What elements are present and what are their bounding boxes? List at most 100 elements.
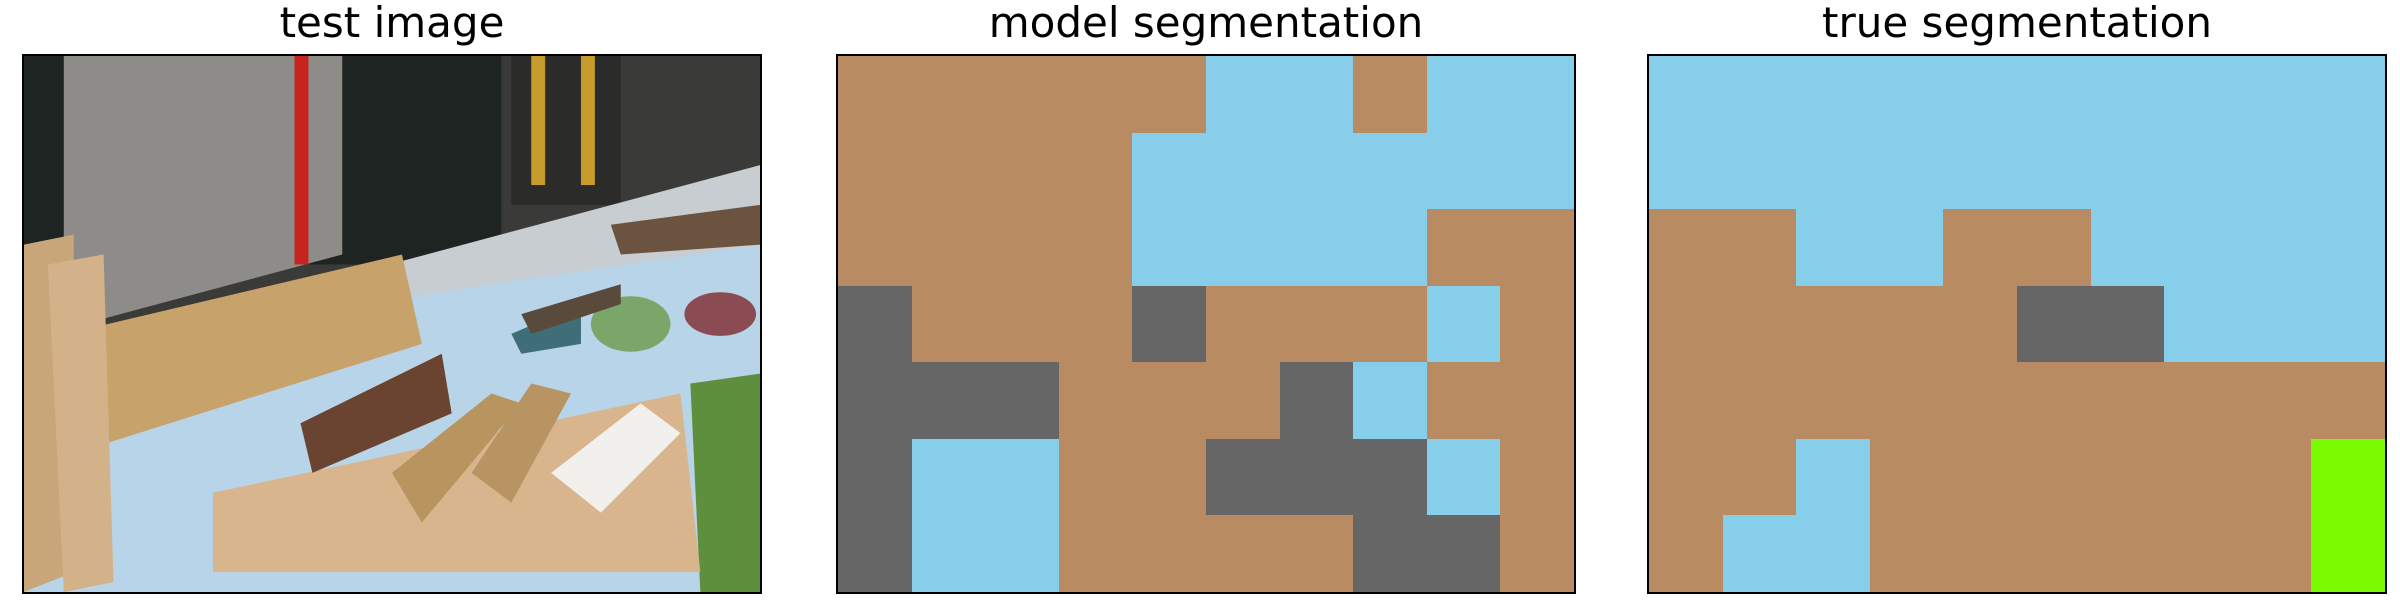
model-cell-tan [1205, 285, 1280, 363]
truth-cell-sky [2237, 132, 2312, 210]
truth-cell-sky [2090, 209, 2165, 286]
truth-cell-tan [1649, 209, 1723, 286]
model-cell-sky [1279, 132, 1354, 210]
true-segmentation-grid [1649, 56, 2385, 592]
truth-cell-sky [2164, 209, 2238, 286]
model-cell-tan [1132, 515, 1206, 592]
model-cell-gray [838, 515, 912, 592]
truth-cell-tan [1869, 285, 1944, 363]
truth-cell-sky [1943, 132, 2017, 210]
truth-cell-tan [2090, 362, 2165, 439]
model-cell-tan [1058, 362, 1133, 439]
truth-cell-tan [2237, 515, 2312, 592]
model-cell-tan [1132, 362, 1206, 439]
machine-post-left [531, 56, 546, 186]
truth-cell-tan [2164, 438, 2238, 516]
truth-cell-tan [1722, 285, 1797, 363]
model-cell-tan [911, 132, 986, 210]
truth-cell-lime [2311, 438, 2385, 516]
truth-cell-tan [2164, 362, 2238, 439]
truth-cell-tan [2016, 209, 2091, 286]
truth-cell-tan [1649, 515, 1723, 592]
model-cell-tan [1058, 285, 1133, 363]
truth-cell-tan [1722, 362, 1797, 439]
model-cell-sky [1426, 132, 1501, 210]
test-image-title: test image [279, 0, 505, 47]
model-cell-sky [985, 438, 1059, 516]
model-cell-tan [1500, 209, 1574, 286]
truth-cell-gray [2016, 285, 2091, 363]
model-cell-tan [1426, 362, 1501, 439]
model-cell-gray [838, 362, 912, 439]
model-cell-tan [838, 56, 912, 133]
model-segmentation-panel: model segmentation [836, 0, 1576, 600]
model-cell-gray [1205, 438, 1280, 516]
truth-cell-sky [1869, 132, 1944, 210]
short-block-left [392, 393, 522, 523]
model-cell-sky [1279, 209, 1354, 286]
truth-cell-sky [1796, 438, 1870, 516]
truth-cell-sky [1796, 515, 1870, 592]
truth-cell-sky [2311, 56, 2385, 133]
truth-cell-sky [2237, 285, 2312, 363]
white-bar [551, 403, 681, 513]
truth-cell-sky [1869, 209, 1944, 286]
truth-cell-sky [1649, 132, 1723, 210]
model-cell-tan [1058, 515, 1133, 592]
truth-cell-tan [1943, 362, 2017, 439]
test-image-frame [22, 54, 762, 594]
model-cell-sky [1353, 209, 1427, 286]
model-cell-gray [1132, 285, 1206, 363]
truth-cell-tan [1722, 438, 1797, 516]
truth-cell-sky [2090, 132, 2165, 210]
truth-cell-tan [2016, 438, 2091, 516]
truth-cell-sky [2237, 56, 2312, 133]
model-cell-sky [911, 515, 986, 592]
truth-cell-tan [1943, 285, 2017, 363]
gray-panel [63, 56, 343, 324]
model-cell-sky [1132, 209, 1206, 286]
true-segmentation-panel: true segmentation [1647, 0, 2387, 600]
truth-cell-sky [2311, 285, 2385, 363]
truth-cell-sky [1943, 56, 2017, 133]
model-cell-tan [838, 209, 912, 286]
truth-cell-tan [2237, 362, 2312, 439]
model-cell-sky [1205, 56, 1280, 133]
model-cell-sky [1353, 132, 1427, 210]
truth-cell-sky [2164, 132, 2238, 210]
truth-cell-sky [1722, 132, 1797, 210]
truth-cell-tan [1796, 285, 1870, 363]
truth-cell-sky [1722, 515, 1797, 592]
truth-cell-sky [2090, 56, 2165, 133]
model-cell-tan [985, 209, 1059, 286]
model-cell-gray [838, 285, 912, 363]
model-cell-tan [1353, 56, 1427, 133]
background-machine [511, 56, 621, 205]
model-cell-sky [1500, 132, 1574, 210]
model-cell-sky [911, 438, 986, 516]
truth-cell-sky [2016, 132, 2091, 210]
truth-cell-tan [2311, 362, 2385, 439]
model-cell-tan [1058, 209, 1133, 286]
truth-cell-sky [2016, 56, 2091, 133]
leaning-plank [47, 254, 114, 592]
truth-cell-tan [1943, 209, 2017, 286]
truth-cell-sky [1869, 56, 1944, 133]
model-cell-tan [985, 56, 1059, 133]
truth-cell-tan [1869, 515, 1944, 592]
truth-cell-sky [2311, 209, 2385, 286]
short-block-right [471, 383, 572, 503]
large-plank [24, 254, 422, 463]
model-cell-tan [985, 132, 1059, 210]
truth-cell-sky [1796, 56, 1870, 133]
truth-cell-tan [1649, 362, 1723, 439]
small-dark-plank [521, 284, 621, 334]
truth-cell-tan [1869, 362, 1944, 439]
model-cell-tan [1058, 56, 1133, 133]
model-cell-tan [1205, 362, 1280, 439]
model-cell-tan [1353, 285, 1427, 363]
test-photo [24, 56, 760, 592]
model-cell-tan [838, 132, 912, 210]
truth-cell-tan [1943, 438, 2017, 516]
model-cell-tan [1279, 515, 1354, 592]
